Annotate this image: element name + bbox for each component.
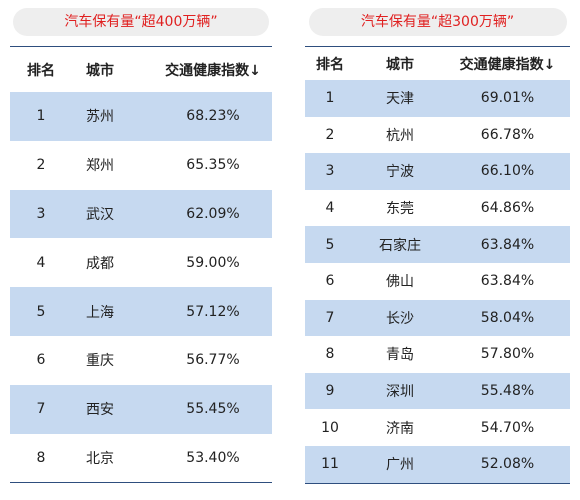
table-row: 6 佛山 63.84% <box>305 263 570 300</box>
right-panel-title: 汽车保有量“超300万辆” <box>308 8 567 36</box>
city-cell: 武汉 <box>86 206 114 223</box>
header-index-sort[interactable]: 交通健康指数↓ <box>165 62 261 79</box>
city-cell: 青岛 <box>386 347 414 364</box>
right-table-header: 排名 城市 交通健康指数↓ <box>305 46 570 80</box>
index-cell: 63.84% <box>480 273 535 290</box>
table-row: 5 石家庄 63.84% <box>305 226 570 263</box>
index-cell: 66.10% <box>480 163 535 180</box>
left-table-body: 1 苏州 68.23% 2 郑州 65.35% 3 武汉 62.09% 4 成都 59.00% 5 上海 5… <box>10 92 272 484</box>
city-cell: 佛山 <box>386 274 414 291</box>
city-cell: 天津 <box>386 91 414 108</box>
index-cell: 55.45% <box>186 401 240 418</box>
table-row: 8 青岛 57.80% <box>305 336 570 373</box>
rank-cell: 5 <box>36 303 46 320</box>
rank-cell: 2 <box>36 157 46 174</box>
table-row: 4 东莞 64.86% <box>305 190 570 227</box>
city-cell: 西安 <box>86 402 114 419</box>
left-ranking-panel: 汽车保有量“超400万辆” 排名 城市 交通健康指数↓ 1 苏州 68.23% 2 郑州… <box>10 8 272 484</box>
index-cell: 54.70% <box>480 419 535 436</box>
index-cell: 55.48% <box>480 383 535 400</box>
city-cell: 杭州 <box>386 127 414 144</box>
index-cell: 66.78% <box>480 126 535 143</box>
table-row: 6 重庆 56.77% <box>10 336 272 385</box>
city-cell: 宁波 <box>386 164 414 181</box>
table-row: 9 深圳 55.48% <box>305 372 570 410</box>
rank-cell: 1 <box>36 108 46 125</box>
rank-cell: 2 <box>325 126 335 143</box>
city-cell: 重庆 <box>86 353 114 370</box>
rank-cell: 6 <box>325 273 335 290</box>
city-cell: 苏州 <box>86 109 114 126</box>
rank-cell: 7 <box>325 309 335 326</box>
index-cell: 52.08% <box>480 456 535 473</box>
header-index-sort[interactable]: 交通健康指数↓ <box>459 56 556 73</box>
table-row: 10 济南 54.70% <box>305 409 570 446</box>
index-cell: 63.84% <box>480 236 535 253</box>
header-rank: 排名 <box>316 56 344 73</box>
table-row: 11 广州 52.08% <box>305 445 570 483</box>
header-city: 城市 <box>86 62 114 79</box>
rank-cell: 4 <box>325 200 335 217</box>
table-row: 5 上海 57.12% <box>10 287 272 336</box>
rank-cell: 4 <box>36 254 46 271</box>
table-row: 1 苏州 68.23% <box>10 92 272 141</box>
rank-cell: 9 <box>325 383 335 400</box>
index-cell: 65.35% <box>186 157 240 174</box>
table-row: 4 成都 59.00% <box>10 238 272 287</box>
header-city: 城市 <box>386 56 414 73</box>
rank-cell: 8 <box>325 346 335 363</box>
left-table-header: 排名 城市 交通健康指数↓ <box>10 46 272 92</box>
rank-cell: 10 <box>321 419 339 436</box>
city-cell: 石家庄 <box>379 237 421 254</box>
rank-cell: 3 <box>325 163 335 180</box>
right-table-body: 1 天津 69.01% 2 杭州 66.78% 3 宁波 66.10% 4 东莞 64.86% 5 石家庄… <box>305 80 570 484</box>
rank-cell: 6 <box>36 352 46 369</box>
table-row: 2 杭州 66.78% <box>305 117 570 154</box>
city-cell: 广州 <box>386 457 414 474</box>
rank-cell: 1 <box>325 90 335 107</box>
index-cell: 57.12% <box>186 303 240 320</box>
city-cell: 深圳 <box>386 384 414 401</box>
left-panel-title: 汽车保有量“超400万辆” <box>13 8 269 36</box>
index-cell: 68.23% <box>186 108 240 125</box>
index-cell: 57.80% <box>480 346 535 363</box>
table-row: 1 天津 69.01% <box>305 80 570 117</box>
table-row: 2 郑州 65.35% <box>10 141 272 190</box>
city-cell: 长沙 <box>386 310 414 327</box>
table-row: 7 长沙 58.04% <box>305 299 570 337</box>
index-cell: 58.04% <box>480 309 535 326</box>
table-row: 8 北京 53.40% <box>10 434 272 483</box>
table-row: 3 武汉 62.09% <box>10 189 272 239</box>
rank-cell: 8 <box>36 449 46 466</box>
index-cell: 56.77% <box>186 352 240 369</box>
index-cell: 53.40% <box>186 449 240 466</box>
city-cell: 郑州 <box>86 158 114 175</box>
rank-cell: 3 <box>36 205 46 222</box>
city-cell: 成都 <box>86 255 114 272</box>
rank-cell: 7 <box>36 401 46 418</box>
city-cell: 北京 <box>86 450 114 467</box>
right-ranking-panel: 汽车保有量“超300万辆” 排名 城市 交通健康指数↓ 1 天津 69.01% 2 杭州… <box>305 8 570 484</box>
index-cell: 62.09% <box>186 205 240 222</box>
city-cell: 东莞 <box>386 201 414 218</box>
index-cell: 59.00% <box>186 254 240 271</box>
city-cell: 济南 <box>386 420 414 437</box>
table-row: 7 西安 55.45% <box>10 384 272 434</box>
rank-cell: 11 <box>321 456 339 473</box>
header-rank: 排名 <box>27 62 55 79</box>
rank-cell: 5 <box>325 236 335 253</box>
index-cell: 64.86% <box>480 200 535 217</box>
index-cell: 69.01% <box>480 90 535 107</box>
city-cell: 上海 <box>86 304 114 321</box>
table-row: 3 宁波 66.10% <box>305 153 570 190</box>
